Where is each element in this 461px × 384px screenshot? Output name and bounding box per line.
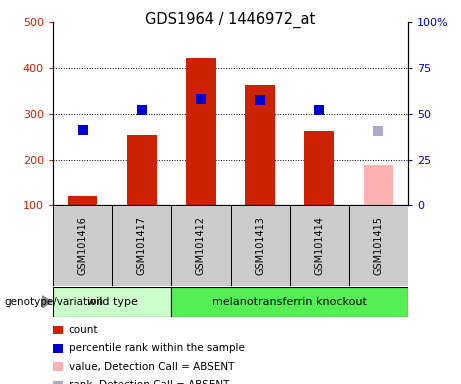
- Bar: [171, 205, 230, 286]
- Polygon shape: [42, 296, 52, 308]
- Bar: [230, 205, 290, 286]
- Text: value, Detection Call = ABSENT: value, Detection Call = ABSENT: [69, 362, 234, 372]
- Bar: [171, 287, 408, 317]
- Text: GSM101417: GSM101417: [137, 216, 147, 275]
- Bar: [186, 58, 216, 205]
- Bar: [53, 287, 171, 317]
- Bar: [127, 135, 157, 205]
- Text: GSM101415: GSM101415: [373, 216, 384, 275]
- Bar: [304, 131, 334, 205]
- Bar: [68, 196, 97, 205]
- Bar: [112, 205, 171, 286]
- Bar: [349, 205, 408, 286]
- Bar: [53, 205, 112, 286]
- Text: GSM101416: GSM101416: [77, 216, 88, 275]
- Bar: [290, 205, 349, 286]
- Text: percentile rank within the sample: percentile rank within the sample: [69, 343, 245, 353]
- Text: count: count: [69, 325, 98, 335]
- Text: GSM101413: GSM101413: [255, 216, 265, 275]
- Text: rank, Detection Call = ABSENT: rank, Detection Call = ABSENT: [69, 380, 229, 384]
- Text: wild type: wild type: [87, 297, 138, 307]
- Bar: [245, 85, 275, 205]
- Text: GSM101412: GSM101412: [196, 216, 206, 275]
- Text: GDS1964 / 1446972_at: GDS1964 / 1446972_at: [145, 12, 316, 28]
- Text: genotype/variation: genotype/variation: [5, 297, 104, 307]
- Bar: [364, 165, 393, 205]
- Text: GSM101414: GSM101414: [314, 216, 324, 275]
- Text: melanotransferrin knockout: melanotransferrin knockout: [212, 297, 367, 307]
